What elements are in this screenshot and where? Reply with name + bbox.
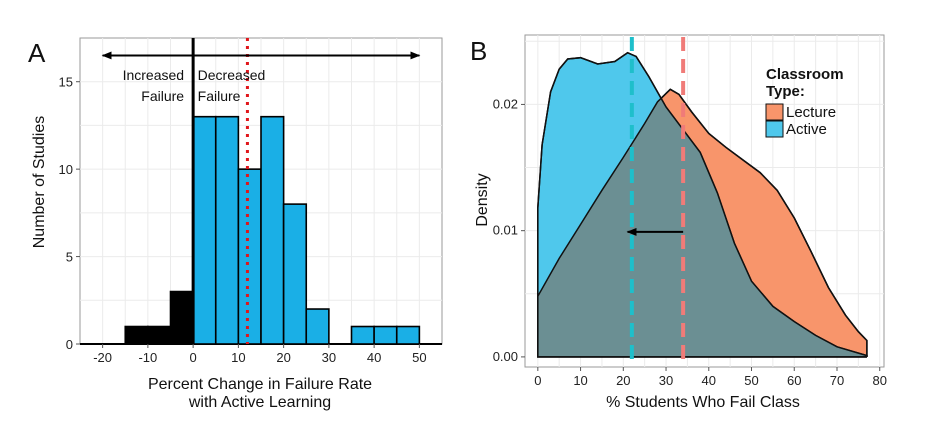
histogram-bar — [395, 325, 421, 345]
panel-a-reference-lines — [191, 38, 249, 344]
x-tick-label: 0 — [190, 350, 197, 365]
panel-a-x-axis-title-line2: with Active Learning — [188, 394, 331, 411]
panel-b-y-axis-title: Density — [474, 173, 491, 226]
x-tick-label: 60 — [787, 373, 801, 388]
panel-b-legend: Classroom Type: Lecture Active — [765, 66, 844, 138]
panel-b: B 0 10 20 30 40 50 60 70 80 0.00 0.01 0.02 Classro… — [470, 34, 887, 411]
y-tick-label: 10 — [59, 162, 73, 177]
x-tick-label: 10 — [573, 373, 587, 388]
panel-a-y-axis: 0 5 10 15 — [59, 75, 80, 352]
legend-label-active: Active — [786, 121, 827, 138]
y-tick-label: 5 — [66, 250, 73, 265]
panel-a-letter: A — [28, 38, 46, 68]
y-tick-label: 15 — [59, 75, 73, 90]
histogram-bar — [147, 325, 172, 345]
panel-a-y-axis-title: Number of Studies — [31, 116, 48, 249]
histogram-bar — [169, 290, 194, 345]
histogram-bar — [282, 203, 308, 345]
x-tick-label: -10 — [138, 350, 157, 365]
annotation-text: Increased — [123, 67, 184, 83]
histogram-bar — [237, 168, 262, 345]
panel-a-histogram — [80, 115, 442, 345]
legend-title-line1: Classroom — [766, 66, 844, 83]
x-tick-label: 40 — [367, 350, 381, 365]
panel-a: A Increased Decreased Failure Failure -20 -1… — [28, 37, 443, 411]
x-tick-label: 30 — [322, 350, 336, 365]
histogram-bar — [214, 115, 240, 345]
x-tick-label: 40 — [702, 373, 716, 388]
annotation-text: Decreased — [198, 67, 266, 83]
legend-key-lecture — [765, 103, 784, 121]
density-outline-lecture — [537, 88, 868, 358]
panel-a-x-axis: -20 -10 0 10 20 30 40 50 — [93, 344, 427, 365]
legend-title-line2: Type: — [766, 83, 805, 100]
x-tick-label: -20 — [93, 350, 112, 365]
panel-b-x-axis-title: % Students Who Fail Class — [606, 394, 800, 411]
panel-b-letter: B — [470, 36, 487, 66]
x-tick-label: 10 — [231, 350, 245, 365]
legend-key-active — [765, 120, 784, 138]
x-tick-label: 80 — [872, 373, 886, 388]
x-tick-label: 50 — [412, 350, 426, 365]
annotation-text: Failure — [198, 88, 241, 104]
panel-a-annotations: Increased Decreased Failure Failure — [101, 51, 421, 104]
x-tick-label: 70 — [830, 373, 844, 388]
y-tick-label: 0.00 — [493, 349, 518, 364]
y-tick-label: 0.02 — [493, 96, 518, 111]
histogram-bar — [192, 115, 217, 345]
panel-b-density-areas — [537, 51, 868, 358]
x-tick-label: 50 — [744, 373, 758, 388]
annotation-text: Failure — [141, 88, 184, 104]
panel-b-y-axis: 0.00 0.01 0.02 — [493, 96, 525, 364]
histogram-bar — [305, 308, 330, 345]
histogram-bar — [350, 325, 375, 345]
x-tick-label: 20 — [276, 350, 290, 365]
panel-b-x-axis: 0 10 20 30 40 50 60 70 80 — [534, 367, 887, 388]
histogram-bar — [373, 325, 398, 345]
y-tick-label: 0 — [66, 337, 73, 352]
histogram-bar — [124, 325, 149, 345]
panel-b-mean-lines — [626, 37, 686, 367]
histogram-bar — [260, 115, 285, 345]
panel-a-x-axis-title-line1: Percent Change in Failure Rate — [148, 376, 372, 393]
legend-label-lecture: Lecture — [786, 104, 836, 121]
x-tick-label: 20 — [616, 373, 630, 388]
y-tick-label: 0.01 — [493, 223, 518, 238]
x-tick-label: 0 — [534, 373, 541, 388]
x-tick-label: 30 — [659, 373, 673, 388]
